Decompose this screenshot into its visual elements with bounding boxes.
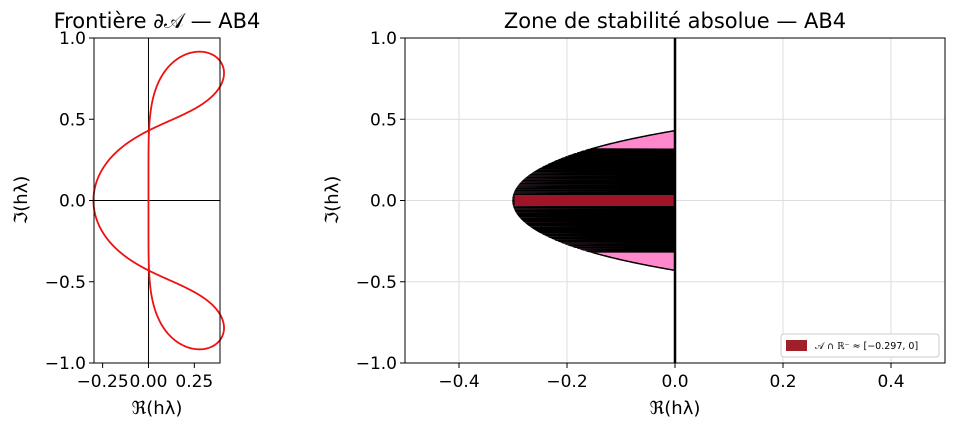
right-y-tick-label: 1.0 — [370, 29, 397, 49]
right-y-tick-label: −1.0 — [356, 354, 397, 374]
legend-box — [780, 333, 940, 358]
right-y-tick-label: 0.5 — [370, 110, 397, 130]
right-y-tick-label: 0.0 — [370, 192, 397, 212]
right-y-ticks: −1.0 −0.5 0.0 0.5 1.0 — [356, 29, 405, 374]
right-y-axis-label: ℑ(hλ) — [322, 176, 343, 225]
right-y-tick-label: −0.5 — [356, 273, 397, 293]
left-plot-title: Frontière ∂𝒜 — AB4 — [54, 9, 261, 33]
legend: 𝒜 ∩ ℝ⁻ ≈ [−0.297, 0] — [780, 333, 940, 358]
left-y-tick-label: 0.5 — [59, 110, 86, 130]
left-y-tick-label: −1.0 — [45, 354, 86, 374]
left-x-ticks: −0.25 0.00 0.25 — [77, 363, 213, 392]
left-x-tick-label: 0.25 — [175, 372, 213, 392]
right-plot-title: Zone de stabilité absolue — AB4 — [504, 9, 846, 33]
left-y-tick-label: 1.0 — [59, 29, 86, 49]
left-y-tick-label: −0.5 — [45, 273, 86, 293]
left-y-axis-label: ℑ(hλ) — [11, 176, 32, 225]
left-y-tick-label: 0.0 — [59, 192, 86, 212]
right-x-tick-label: 0.2 — [769, 372, 796, 392]
right-plot: −1.0 −0.5 0.0 0.5 1.0 −0.4 −0.2 0.0 0.2 0.4 Zone… — [322, 9, 946, 419]
right-plot-area — [512, 38, 677, 363]
right-x-tick-label: 0.0 — [661, 372, 688, 392]
left-y-ticks: −1.0 −0.5 0.0 0.5 1.0 — [45, 29, 94, 374]
left-plot: −1.0 −0.5 0.0 0.5 1.0 −0.25 0.00 0.25 Frontièr… — [11, 9, 260, 419]
right-x-tick-label: −0.4 — [438, 372, 479, 392]
right-x-axis-label: ℜ(hλ) — [650, 398, 701, 419]
left-x-axis-label: ℜ(hλ) — [132, 398, 183, 419]
right-x-tick-label: 0.4 — [877, 372, 904, 392]
legend-label: 𝒜 ∩ ℝ⁻ ≈ [−0.297, 0] — [815, 341, 918, 352]
right-x-tick-label: −0.2 — [546, 372, 587, 392]
left-x-tick-label: 0.00 — [130, 372, 168, 392]
left-x-tick-label: −0.25 — [77, 372, 129, 392]
left-plot-area — [92, 38, 225, 363]
right-x-ticks: −0.4 −0.2 0.0 0.2 0.4 — [438, 363, 905, 392]
legend-swatch — [786, 340, 807, 351]
